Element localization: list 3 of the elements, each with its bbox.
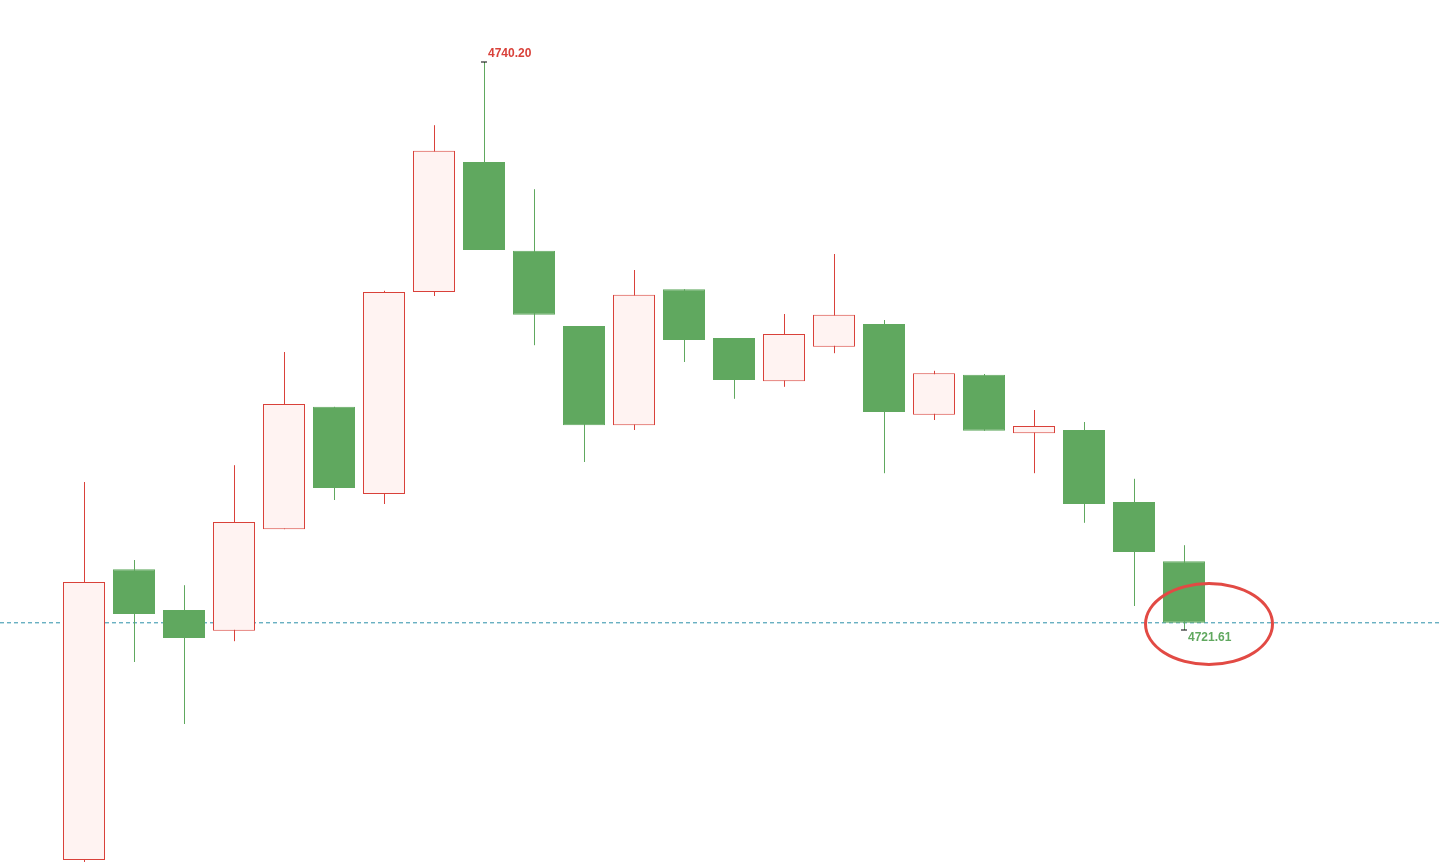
candlestick bbox=[1013, 409, 1055, 474]
annotation: 4721.61 bbox=[1188, 630, 1232, 645]
text: 4740.20 bbox=[488, 46, 532, 61]
